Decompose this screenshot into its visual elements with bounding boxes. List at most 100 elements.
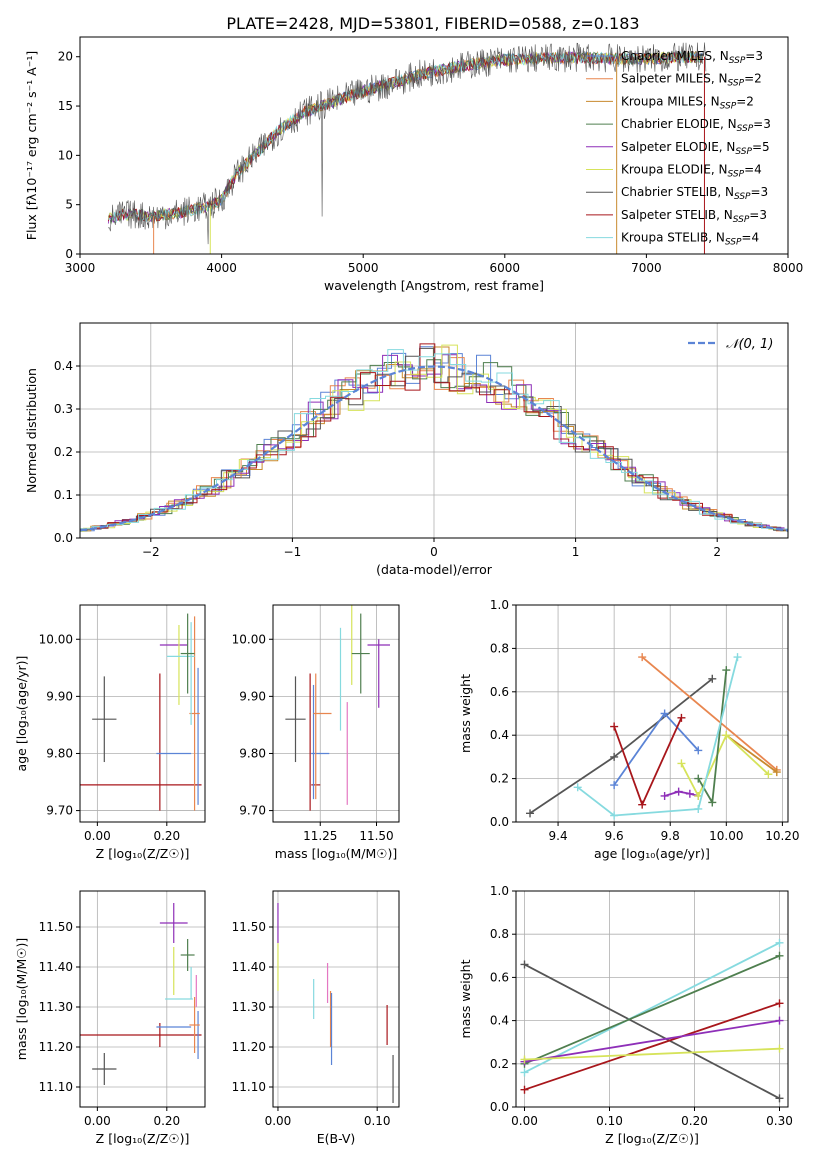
mass-weight-point <box>520 1055 529 1064</box>
figure-title: PLATE=2428, MJD=53801, FIBERID=0588, z=0… <box>226 14 639 33</box>
mass-weight-point <box>775 951 784 960</box>
legend-entry: 𝒩(0, 1) <box>726 337 773 352</box>
mass-weight-point <box>610 811 619 820</box>
mass-weight-series-line <box>641 656 778 771</box>
legend-label: Salpeter STELIB, N <box>621 208 733 222</box>
legend-entry: Kroupa ELODIE, NSSP=4 <box>621 163 762 180</box>
y-tick-label: 9.80 <box>239 746 266 760</box>
x-tick-label: 1 <box>572 545 580 559</box>
mass-weight-point <box>520 960 529 969</box>
mass-vs-reddening-panel: 0.00 0.10 11.10 11.20 11.30 11.40 11.50 E(B-V) <box>232 890 400 1146</box>
mass-weight-series-line <box>680 733 770 799</box>
mass-weight-point <box>722 731 731 740</box>
y-tick-label: 11.40 <box>232 960 266 974</box>
mass-weight-series-line <box>524 1002 780 1091</box>
y-tick-label: 1.0 <box>490 598 509 612</box>
mass-weight-point <box>610 781 619 790</box>
legend-subscript: SSP <box>733 215 750 225</box>
y-tick-label: 9.90 <box>46 689 73 703</box>
legend-subscript: SSP <box>734 192 751 202</box>
y-axis-label: Flux [fλ10⁻¹⁷ erg cm⁻² s⁻¹ A⁻¹] <box>24 51 39 240</box>
mass-vs-metallicity-panel: 0.00 0.20 11.10 11.20 11.30 11.40 11.50 Z [log₁… <box>14 890 206 1146</box>
mass-weight-point <box>694 804 703 813</box>
x-tick-label: 10.20 <box>765 829 799 843</box>
plot-area <box>107 42 707 254</box>
mass-weight-point <box>674 787 683 796</box>
legend-label: Kroupa MILES, N <box>621 94 720 108</box>
x-tick-label: 11.50 <box>359 829 393 843</box>
y-tick-label: 0.8 <box>490 641 509 655</box>
mass-weight-point <box>685 789 694 798</box>
mass-weight-point <box>775 999 784 1008</box>
x-tick-label: 10.00 <box>709 829 743 843</box>
mass-weight-point <box>520 1085 529 1094</box>
legend-label: Chabrier STELIB, N <box>621 185 734 199</box>
legend-entry: Chabrier ELODIE, NSSP=3 <box>621 117 771 134</box>
legend-value: =3 <box>751 185 769 199</box>
y-tick-label: 11.50 <box>232 920 266 934</box>
x-tick-label: 0.00 <box>265 1114 292 1128</box>
x-tick-label: 2 <box>713 545 721 559</box>
mass-weight-series-line <box>524 1047 780 1061</box>
mass-weight-point <box>610 722 619 731</box>
x-tick-label: 7000 <box>631 261 662 275</box>
y-tick-label: 0.2 <box>490 1057 509 1071</box>
x-tick-label: −2 <box>142 545 160 559</box>
x-tick-label: 9.4 <box>549 829 568 843</box>
x-tick-label: 0.20 <box>153 829 180 843</box>
legend: 𝒩(0, 1) <box>688 337 773 352</box>
x-tick-label: 8000 <box>773 261 804 275</box>
x-tick-label: 0.10 <box>596 1114 623 1128</box>
axes-frame <box>515 890 789 1108</box>
residuals-panel: −2 −1 0 1 2 0.0 0.1 0.2 0.3 0.4 (data-model)/error… <box>24 322 789 577</box>
error-bar-marker <box>92 1053 117 1085</box>
mass-weight-point <box>722 666 731 675</box>
y-tick-label: 9.90 <box>239 689 266 703</box>
y-tick-label: 11.10 <box>232 1080 266 1094</box>
y-tick-label: 11.20 <box>232 1040 266 1054</box>
mass-weight-series-line <box>697 670 728 806</box>
y-tick-label: 0.2 <box>54 445 73 459</box>
x-tick-label: 4000 <box>206 261 237 275</box>
spectrum-panel: 3000 4000 5000 6000 7000 8000 0 5 10 15 20 waveleng… <box>24 36 804 293</box>
axes-frame <box>515 604 789 823</box>
axes-frame <box>79 890 206 1108</box>
x-axis-label: mass [log₁₀(M/M☉)] <box>275 846 397 861</box>
y-tick-label: 0.0 <box>54 531 73 545</box>
mass-weight-series-line <box>664 790 699 797</box>
legend-value: =3 <box>753 117 771 131</box>
x-tick-label: 9.8 <box>661 829 680 843</box>
y-axis-label: mass [log₁₀(M/M☉)] <box>14 938 29 1060</box>
legend-value: =2 <box>744 72 762 86</box>
plot-area <box>520 938 784 1103</box>
legend-subscript: SSP <box>729 56 746 66</box>
mass-weight-series-line <box>524 1019 780 1063</box>
x-tick-label: 0.20 <box>153 1114 180 1128</box>
legend-entry: Kroupa MILES, NSSP=2 <box>621 94 754 111</box>
legend-value: =4 <box>741 231 759 245</box>
mass-weight-point <box>610 752 619 761</box>
x-tick-label: −1 <box>284 545 302 559</box>
y-tick-label: 1.0 <box>490 884 509 898</box>
legend-subscript: SSP <box>737 124 754 134</box>
y-tick-label: 0.4 <box>54 359 73 373</box>
mass-weight-series-line <box>577 656 739 817</box>
age-vs-metallicity-panel: 0.00 0.20 9.70 9.80 9.90 10.00 Z [log₁₀(Z/Z☉)]… <box>14 604 206 861</box>
error-bar-marker <box>285 676 306 763</box>
y-tick-label: 9.70 <box>46 804 73 818</box>
legend-subscript: SSP <box>725 238 742 248</box>
mass-weight-vs-metallicity-panel: 0.00 0.10 0.20 0.30 0.0 0.2 0.4 0.6 0.8 1.0 Z [log… <box>458 884 793 1146</box>
y-tick-label: 0.1 <box>54 488 73 502</box>
y-tick-label: 9.80 <box>46 746 73 760</box>
x-tick-label: 5000 <box>348 261 379 275</box>
x-tick-label: 9.6 <box>605 829 624 843</box>
mass-weight-point <box>677 759 686 768</box>
mass-weight-point <box>660 709 669 718</box>
legend-label: Chabrier ELODIE, N <box>621 117 737 131</box>
y-tick-label: 0.3 <box>54 402 73 416</box>
legend-value: =5 <box>752 140 770 154</box>
legend-entry: Salpeter MILES, NSSP=2 <box>621 72 762 89</box>
mass-weight-point <box>733 653 742 662</box>
plot-area <box>285 605 390 811</box>
